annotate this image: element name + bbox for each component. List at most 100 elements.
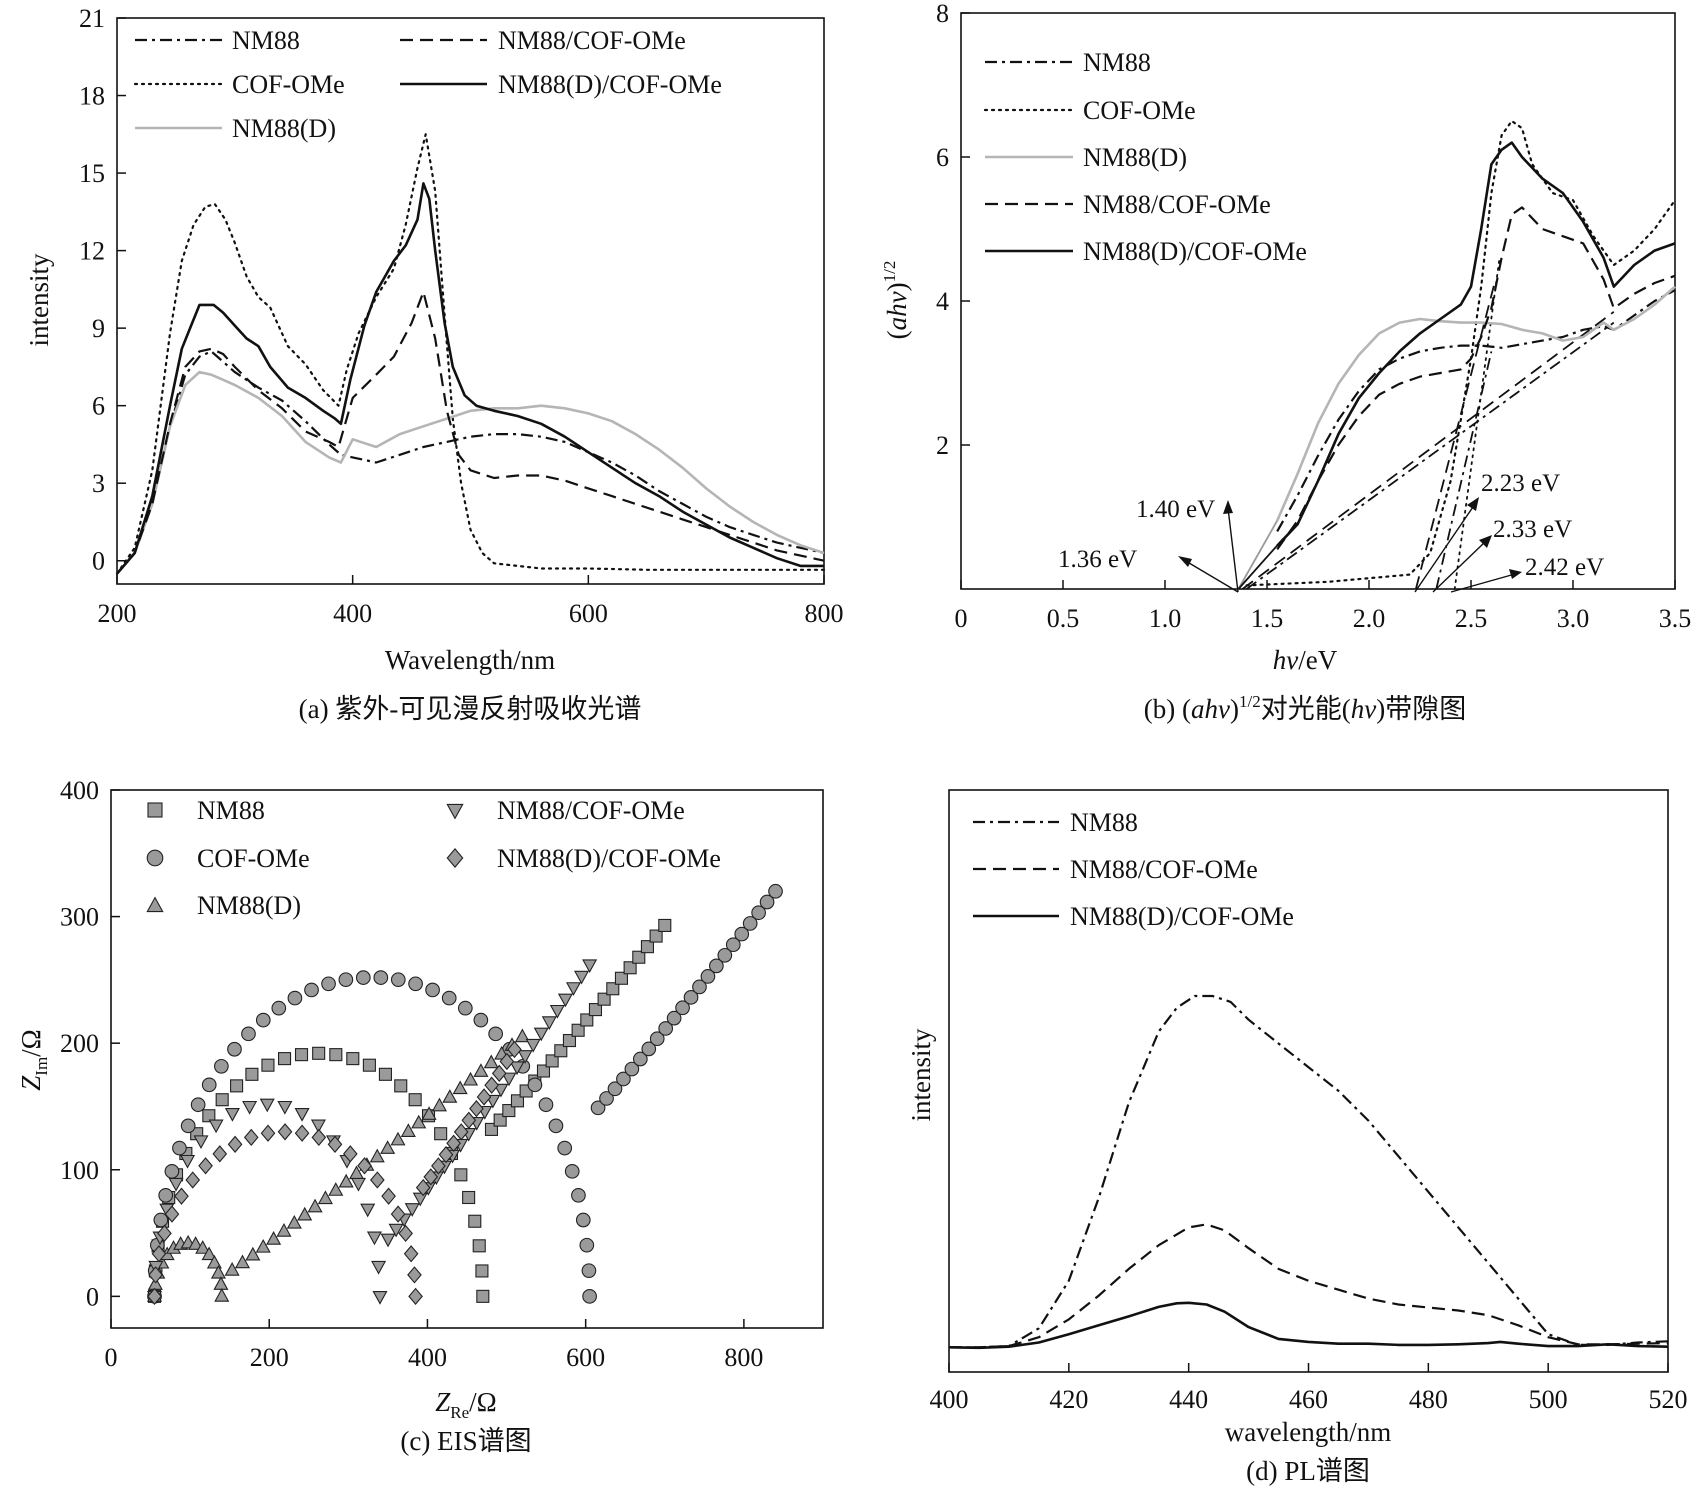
panel-d-xlabel: wavelength/nm <box>1225 1417 1391 1447</box>
arrowhead-2-23 <box>1467 497 1479 511</box>
panel-c-point-cof-ome-27 <box>488 1026 504 1042</box>
panel-c-point-nm88-48 <box>632 950 646 964</box>
panel-c-axes: 0 200 400 600 800 0 100 200 300 400 <box>60 776 763 1372</box>
panel-c-point-nm88-d-29 <box>369 1148 385 1163</box>
panel-c-ytick-label-0: 0 <box>86 1282 99 1311</box>
panel-c-point-nm88-25 <box>454 1168 468 1182</box>
panel-c-point-nm88-18 <box>362 1058 376 1072</box>
panel-c-point-nm88-23 <box>434 1127 448 1141</box>
legend-c-label-nm88: NM88 <box>197 796 265 825</box>
panel-c-point-cof-ome-40 <box>590 1100 606 1116</box>
panel-c-point-nm88-38 <box>545 1054 559 1068</box>
panel-c-point-cof-ome-15 <box>287 990 303 1006</box>
panel-b-ylabel: (ahv)1/2 <box>880 261 912 340</box>
panel-a-series-nm88-d <box>116 370 825 575</box>
panel-c-point-nm88-cof-ome-16 <box>350 1177 366 1192</box>
panel-c-point-nm88-50 <box>649 929 663 943</box>
panel-c-point-nm88-30 <box>476 1289 490 1303</box>
panel-c-point-cof-ome-13 <box>255 1012 271 1028</box>
legend-c-marker-nm88 <box>147 802 163 818</box>
panel-c-ytick-label-300: 300 <box>60 903 99 932</box>
panel-c-point-nm88-d-cof-ome-19 <box>381 1187 396 1205</box>
annotation-arrow-2-33 <box>1432 540 1487 593</box>
panel-b-tangent-1 <box>1237 516 1281 590</box>
panel-c-point-cof-ome-39 <box>582 1289 597 1304</box>
panel-b-tangent-5 <box>1435 351 1493 590</box>
panel-c-point-nm88-d-14 <box>214 1288 230 1302</box>
panel-c-point-nm88-d-cof-ome-23 <box>407 1266 422 1284</box>
panel-c-point-nm88-d-cof-ome-15 <box>327 1135 343 1153</box>
legend-a-label-nm88d: NM88(D) <box>232 114 336 143</box>
panel-d-series-nm88 <box>949 994 1669 1349</box>
panel-c-point-cof-ome-37 <box>579 1237 595 1253</box>
panel-a-ytick-label-0: 0 <box>92 547 105 576</box>
panel-c-point-nm88-cof-ome-41 <box>541 1016 557 1030</box>
panel-a-legend: NM88 COF-OMe NM88(D) NM88/COF-OMe NM88(D… <box>133 26 722 143</box>
panel-b-ytick-label-8: 8 <box>936 0 949 28</box>
panel-c-eis: 0 200 400 600 800 0 100 200 300 400 NM88 COF-OMe … <box>16 776 824 1456</box>
panel-c-point-nm88-46 <box>614 971 629 985</box>
panel-c-point-cof-ome-5 <box>164 1163 180 1179</box>
panel-c-point-nm88-d-23 <box>307 1198 323 1213</box>
panel-c-point-cof-ome-7 <box>180 1118 196 1134</box>
panel-c-point-nm88-d-cof-ome-25 <box>415 1178 431 1197</box>
panel-c-point-nm88-d-cof-ome-37 <box>507 1040 522 1059</box>
panel-c-point-nm88-10 <box>230 1079 244 1093</box>
panel-c-point-nm88-d-cof-ome-12 <box>277 1123 293 1141</box>
panel-c-series-nm88-d-cof-ome <box>147 1040 522 1306</box>
panel-a-xtick-label-400: 400 <box>333 599 372 628</box>
panel-d-legend: NM88 NM88/COF-OMe NM88(D)/COF-OMe <box>973 808 1294 931</box>
annotation-arrow-2-23 <box>1414 503 1476 593</box>
panel-c-point-nm88-d-35 <box>431 1097 447 1112</box>
panel-b-ytick-label-2: 2 <box>936 431 949 460</box>
panel-c-point-nm88-12 <box>261 1058 275 1072</box>
legend-b-label-cof-ome: COF-OMe <box>1083 96 1196 125</box>
legend-d-label-nm88: NM88 <box>1070 808 1138 837</box>
panel-c-point-nm88-d-cof-ome-30 <box>453 1123 469 1141</box>
panel-c-point-cof-ome-57 <box>734 926 750 942</box>
panel-c-series-nm88-d <box>146 1028 530 1302</box>
panel-c-point-cof-ome-16 <box>304 982 319 998</box>
panel-c-point-nm88-cof-ome-24 <box>404 1203 420 1217</box>
panel-d-xtick-label-460: 460 <box>1289 1385 1328 1414</box>
panel-c-point-nm88-d-30 <box>380 1140 396 1154</box>
panel-c-ytick-label-400: 400 <box>60 776 99 805</box>
panel-a-ytick-label-3: 3 <box>92 469 105 498</box>
panel-b-xlabel: hv/eV <box>1273 645 1338 675</box>
panel-c-point-nm88-9 <box>215 1093 229 1107</box>
panel-a-ytick-label-15: 15 <box>79 159 105 188</box>
panel-c-ylabel: ZIm/Ω <box>16 1029 51 1091</box>
panel-c-point-nm88-d-40 <box>483 1054 499 1069</box>
panel-c-legend: NM88 COF-OMe NM88(D) NM88/COF-OMe NM88(D… <box>146 796 721 920</box>
panel-d-xtick-label-480: 480 <box>1409 1385 1448 1414</box>
panel-d-ylabel: intensity <box>906 1028 936 1121</box>
panel-c-point-nm88-d-43 <box>514 1028 530 1043</box>
panel-a-ylabel: intensity <box>24 253 54 346</box>
panel-c-point-nm88-d-22 <box>297 1206 313 1221</box>
panel-c-series <box>146 883 783 1306</box>
panel-c-xtick-label-0: 0 <box>105 1343 118 1372</box>
panel-c-point-nm88-28 <box>472 1239 486 1253</box>
panel-c-point-nm88-cof-ome-45 <box>574 970 590 985</box>
panel-c-point-nm88-d-8 <box>188 1236 204 1250</box>
annotation-arrow-1-40 <box>1227 507 1239 593</box>
panel-c-point-nm88-d-11 <box>206 1254 222 1269</box>
panel-a-ytick-label-21: 21 <box>79 4 105 33</box>
panel-b-series-nm88-cof-ome <box>1276 206 1676 551</box>
panel-c-series-cof-ome <box>147 883 783 1304</box>
legend-a-label-nm88-cof: NM88/COF-OMe <box>498 26 686 55</box>
panel-d-series-nm88-d-cof-ome <box>948 1301 1669 1350</box>
panel-c-point-cof-ome-60 <box>759 894 775 910</box>
panel-a-ytick-label-6: 6 <box>92 392 105 421</box>
panel-c-point-cof-ome-35 <box>571 1187 586 1203</box>
panel-c-point-cof-ome-4 <box>158 1187 174 1203</box>
panel-b-legend: NM88 COF-OMe NM88(D) NM88/COF-OMe NM88(D… <box>983 48 1307 266</box>
panel-c-point-nm88-16 <box>329 1048 343 1062</box>
panel-c-point-cof-ome-9 <box>201 1077 217 1093</box>
panel-c-point-nm88-d-cof-ome-1 <box>148 1266 163 1284</box>
panel-a-caption: (a) 紫外-可见漫反射吸收光谱 <box>299 694 642 724</box>
panel-c-point-nm88-cof-ome-17 <box>360 1203 376 1218</box>
panel-d-xtick-label-520: 520 <box>1649 1385 1688 1414</box>
panel-a-xtick-label-800: 800 <box>805 599 844 628</box>
